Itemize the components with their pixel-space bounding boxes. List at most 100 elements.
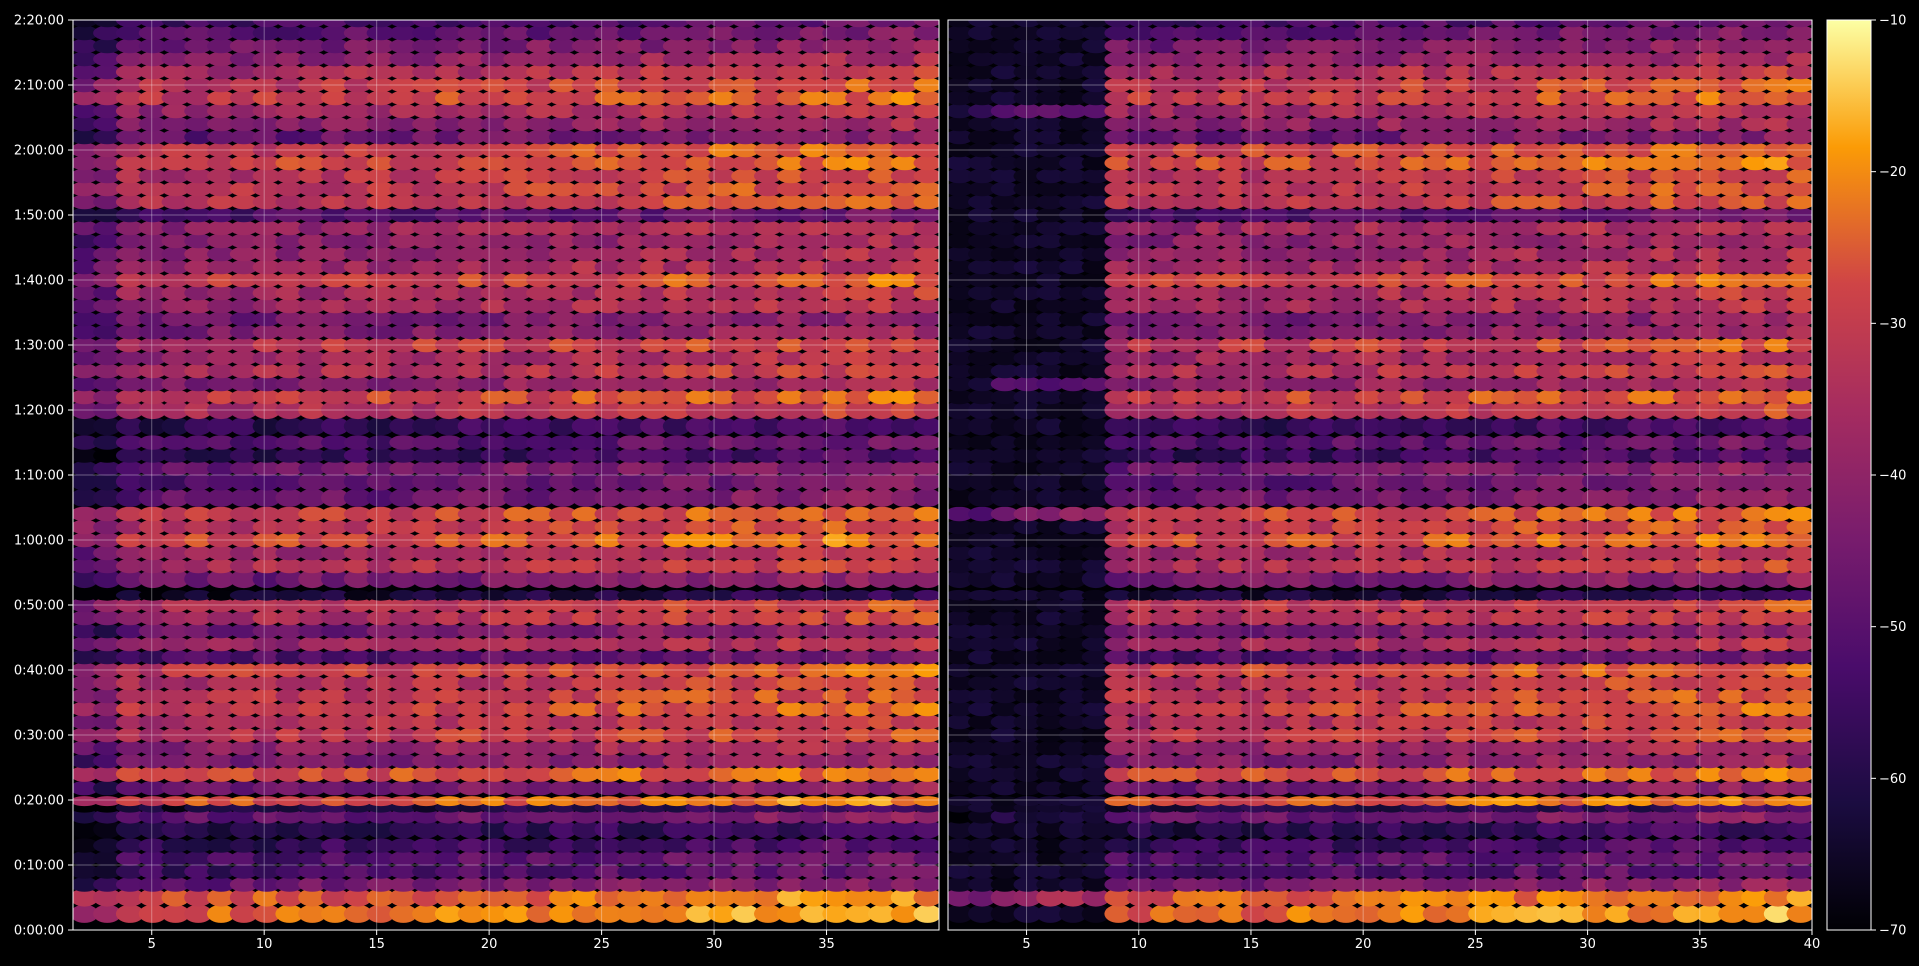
heatmap-cell bbox=[73, 838, 99, 853]
heatmap-cell bbox=[867, 838, 897, 853]
heatmap-cell bbox=[138, 417, 167, 436]
heatmap-cell bbox=[754, 688, 783, 704]
heatmap-cell bbox=[1195, 820, 1224, 839]
heatmap-cell bbox=[617, 38, 646, 54]
heatmap-cell bbox=[343, 38, 372, 54]
heatmap-cell bbox=[594, 417, 623, 436]
heatmap-cell bbox=[207, 233, 236, 249]
heatmap-cell bbox=[571, 740, 600, 756]
heatmap-cell bbox=[685, 820, 714, 839]
heatmap-cell bbox=[754, 727, 783, 743]
heatmap-cell bbox=[731, 636, 760, 652]
heatmap-cell bbox=[617, 461, 646, 476]
heatmap-cell bbox=[343, 324, 372, 340]
heatmap-cell bbox=[480, 435, 509, 450]
heatmap-cell bbox=[548, 77, 578, 93]
heatmap-cell bbox=[275, 675, 304, 691]
heatmap-cell bbox=[207, 675, 236, 691]
heatmap-cell bbox=[845, 51, 874, 67]
heatmap-cell bbox=[867, 888, 897, 907]
heatmap-cell bbox=[640, 623, 669, 639]
heatmap-cell bbox=[685, 285, 714, 301]
heatmap-cell bbox=[207, 90, 236, 106]
heatmap-cell bbox=[434, 838, 464, 853]
heatmap-cell bbox=[799, 64, 828, 80]
heatmap-cell bbox=[867, 545, 897, 561]
heatmap-cell bbox=[366, 194, 395, 210]
heatmap-cell bbox=[366, 519, 395, 535]
heatmap-cell bbox=[389, 259, 418, 275]
heatmap-cell bbox=[1218, 877, 1247, 892]
heatmap-cell bbox=[93, 701, 122, 717]
heatmap-cell bbox=[73, 864, 99, 879]
heatmap-cell bbox=[503, 64, 532, 80]
heatmap-cell bbox=[138, 246, 167, 262]
heatmap-cell bbox=[845, 116, 874, 132]
heatmap-cell bbox=[457, 472, 486, 491]
heatmap-cell bbox=[115, 311, 145, 327]
heatmap-cell bbox=[434, 142, 464, 158]
heatmap-cell bbox=[526, 350, 555, 366]
heatmap-cell bbox=[594, 675, 623, 691]
heatmap-cell bbox=[640, 376, 669, 392]
heatmap-cell bbox=[412, 649, 441, 665]
heatmap-cell bbox=[526, 545, 555, 561]
heatmap-cell bbox=[434, 272, 464, 288]
heatmap-cell bbox=[457, 780, 486, 796]
heatmap-cell bbox=[662, 181, 692, 197]
heatmap-cell bbox=[298, 649, 327, 665]
heatmap-cell bbox=[412, 207, 441, 223]
heatmap-cell bbox=[434, 155, 464, 171]
heatmap-cell bbox=[776, 838, 806, 853]
heatmap-cell bbox=[731, 142, 760, 158]
heatmap-cell bbox=[1400, 864, 1429, 879]
heatmap-cell bbox=[617, 435, 646, 450]
heatmap-cell bbox=[252, 796, 281, 807]
heatmap-cell bbox=[321, 877, 350, 892]
heatmap-cell bbox=[662, 20, 691, 28]
heatmap-cell bbox=[1650, 877, 1679, 892]
heatmap-cell bbox=[685, 142, 714, 158]
heatmap-cell bbox=[845, 864, 874, 879]
heatmap-cell bbox=[184, 220, 213, 236]
heatmap-cell bbox=[913, 181, 939, 197]
heatmap-cell bbox=[434, 285, 464, 301]
heatmap-cell bbox=[252, 259, 281, 275]
heatmap-cell bbox=[867, 780, 897, 796]
heatmap-cell bbox=[799, 116, 828, 132]
heatmap-cell bbox=[867, 376, 897, 392]
heatmap-cell bbox=[617, 337, 646, 353]
heatmap-cell bbox=[1309, 877, 1338, 892]
heatmap-cell bbox=[776, 435, 806, 450]
heatmap-cell bbox=[207, 877, 236, 892]
heatmap-cell bbox=[990, 753, 1019, 769]
heatmap-cell bbox=[617, 519, 646, 535]
heatmap-cell bbox=[480, 90, 509, 106]
heatmap-cell bbox=[1286, 877, 1315, 892]
heatmap-cell bbox=[412, 259, 441, 275]
heatmap-cell bbox=[207, 259, 236, 275]
heatmap-cell bbox=[845, 207, 874, 223]
heatmap-cell bbox=[776, 298, 806, 314]
heatmap-cell bbox=[457, 246, 486, 262]
heatmap-cell bbox=[708, 272, 737, 288]
heatmap-cell bbox=[389, 64, 418, 80]
heatmap-cell bbox=[708, 168, 737, 184]
heatmap-cell bbox=[754, 877, 783, 892]
heatmap-cell bbox=[822, 259, 851, 275]
heatmap-cell bbox=[1650, 851, 1679, 866]
heatmap-cell bbox=[343, 246, 372, 262]
heatmap-cell bbox=[412, 233, 441, 249]
heatmap-cell bbox=[298, 103, 327, 119]
heatmap-cell bbox=[845, 569, 874, 589]
heatmap-cell bbox=[913, 324, 939, 340]
heatmap-cell bbox=[1786, 155, 1812, 171]
heatmap-cell bbox=[229, 272, 258, 288]
heatmap-cell bbox=[252, 51, 281, 67]
heatmap-cell bbox=[890, 363, 919, 379]
heatmap-cell bbox=[685, 20, 714, 28]
heatmap-cell bbox=[685, 376, 714, 392]
heatmap-cell bbox=[184, 888, 213, 907]
heatmap-cell bbox=[867, 155, 897, 171]
heatmap-cell bbox=[1331, 877, 1360, 892]
